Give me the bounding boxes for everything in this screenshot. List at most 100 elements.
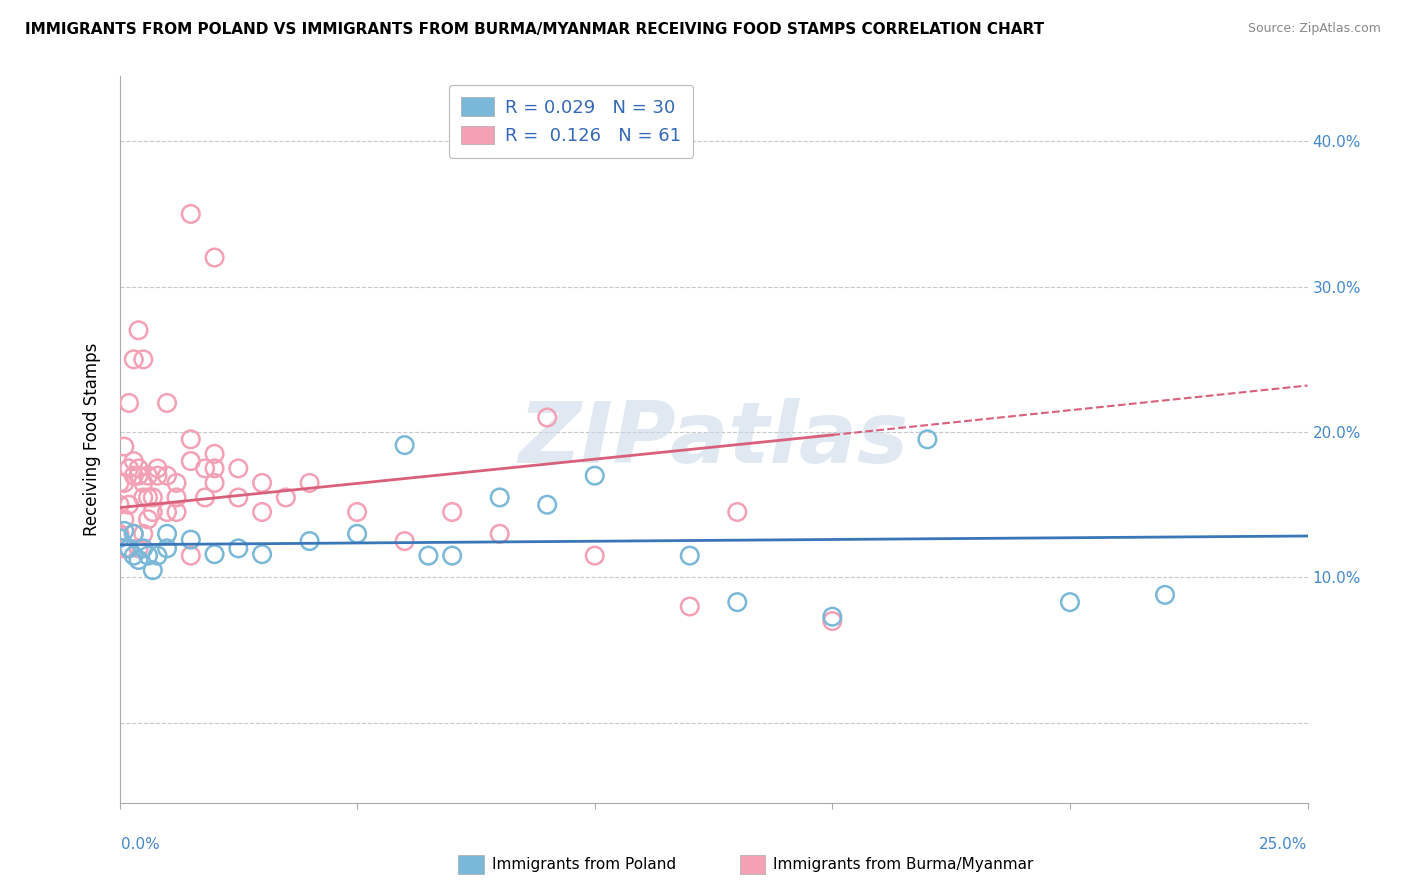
Point bbox=[112, 541, 135, 556]
Text: ZIPatlas: ZIPatlas bbox=[519, 398, 908, 481]
Point bbox=[180, 549, 202, 563]
Point bbox=[228, 541, 250, 556]
Point bbox=[132, 475, 155, 490]
Point bbox=[583, 468, 606, 483]
Point bbox=[346, 505, 368, 519]
Point bbox=[108, 498, 131, 512]
Point bbox=[228, 491, 250, 505]
Point bbox=[112, 440, 135, 454]
Point bbox=[298, 534, 321, 549]
Point bbox=[122, 526, 145, 541]
Point bbox=[122, 526, 145, 541]
Text: Source: ZipAtlas.com: Source: ZipAtlas.com bbox=[1247, 22, 1381, 36]
Point bbox=[180, 533, 202, 547]
Point bbox=[394, 438, 416, 452]
Point bbox=[108, 475, 131, 490]
Point bbox=[441, 549, 464, 563]
Point bbox=[128, 541, 150, 556]
Point bbox=[821, 609, 844, 624]
Text: 25.0%: 25.0% bbox=[1260, 837, 1308, 852]
Point bbox=[156, 526, 179, 541]
Text: Immigrants from Burma/Myanmar: Immigrants from Burma/Myanmar bbox=[773, 857, 1033, 871]
Point bbox=[166, 505, 188, 519]
Point bbox=[1059, 595, 1081, 609]
Point bbox=[112, 524, 135, 538]
Point bbox=[132, 491, 155, 505]
Point bbox=[204, 251, 226, 265]
Point bbox=[194, 461, 217, 475]
Point bbox=[204, 547, 226, 561]
Point bbox=[156, 505, 179, 519]
Point bbox=[132, 526, 155, 541]
Point bbox=[1154, 588, 1177, 602]
Point bbox=[142, 491, 165, 505]
Point bbox=[136, 549, 159, 563]
Point bbox=[156, 541, 179, 556]
Point bbox=[180, 433, 202, 447]
Point bbox=[180, 454, 202, 468]
Bar bbox=[740, 855, 765, 873]
Point bbox=[118, 396, 141, 410]
Point bbox=[142, 563, 165, 577]
Point bbox=[122, 468, 145, 483]
Point bbox=[725, 595, 748, 609]
Point bbox=[108, 531, 131, 545]
Text: Immigrants from Poland: Immigrants from Poland bbox=[492, 857, 676, 871]
Point bbox=[132, 541, 155, 556]
Point bbox=[118, 461, 141, 475]
Point bbox=[136, 468, 159, 483]
Point bbox=[146, 549, 169, 563]
Point bbox=[204, 461, 226, 475]
Y-axis label: Receiving Food Stamps: Receiving Food Stamps bbox=[83, 343, 101, 536]
Point bbox=[156, 396, 179, 410]
Point bbox=[136, 512, 159, 526]
Point bbox=[146, 468, 169, 483]
Point bbox=[536, 498, 558, 512]
Point bbox=[112, 475, 135, 490]
Point bbox=[250, 505, 273, 519]
Point bbox=[679, 549, 702, 563]
Point bbox=[118, 498, 141, 512]
Point bbox=[180, 207, 202, 221]
Point bbox=[204, 447, 226, 461]
Point bbox=[441, 505, 464, 519]
Point bbox=[166, 491, 188, 505]
Point bbox=[142, 505, 165, 519]
Point bbox=[418, 549, 440, 563]
Point bbox=[488, 491, 510, 505]
Point bbox=[583, 549, 606, 563]
Point bbox=[166, 475, 188, 490]
Point bbox=[274, 491, 297, 505]
Point bbox=[108, 526, 131, 541]
Point bbox=[136, 491, 159, 505]
Point bbox=[118, 541, 141, 556]
Text: 0.0%: 0.0% bbox=[121, 837, 160, 852]
Point bbox=[122, 352, 145, 367]
Point bbox=[536, 410, 558, 425]
Point bbox=[128, 468, 150, 483]
Point bbox=[228, 461, 250, 475]
Point bbox=[346, 526, 368, 541]
Point bbox=[821, 614, 844, 628]
Point bbox=[128, 461, 150, 475]
Point bbox=[394, 534, 416, 549]
Point bbox=[194, 491, 217, 505]
Point bbox=[250, 547, 273, 561]
Bar bbox=[458, 855, 484, 873]
Point bbox=[156, 468, 179, 483]
Point bbox=[128, 553, 150, 567]
Text: IMMIGRANTS FROM POLAND VS IMMIGRANTS FROM BURMA/MYANMAR RECEIVING FOOD STAMPS CO: IMMIGRANTS FROM POLAND VS IMMIGRANTS FRO… bbox=[25, 22, 1045, 37]
Point bbox=[118, 541, 141, 556]
Point bbox=[122, 549, 145, 563]
Point bbox=[204, 475, 226, 490]
Point bbox=[917, 433, 939, 447]
Point bbox=[488, 526, 510, 541]
Legend: R = 0.029   N = 30, R =  0.126   N = 61: R = 0.029 N = 30, R = 0.126 N = 61 bbox=[449, 85, 693, 158]
Point bbox=[250, 475, 273, 490]
Point bbox=[128, 323, 150, 337]
Point bbox=[298, 475, 321, 490]
Point bbox=[146, 461, 169, 475]
Point bbox=[725, 505, 748, 519]
Point bbox=[679, 599, 702, 614]
Point bbox=[132, 352, 155, 367]
